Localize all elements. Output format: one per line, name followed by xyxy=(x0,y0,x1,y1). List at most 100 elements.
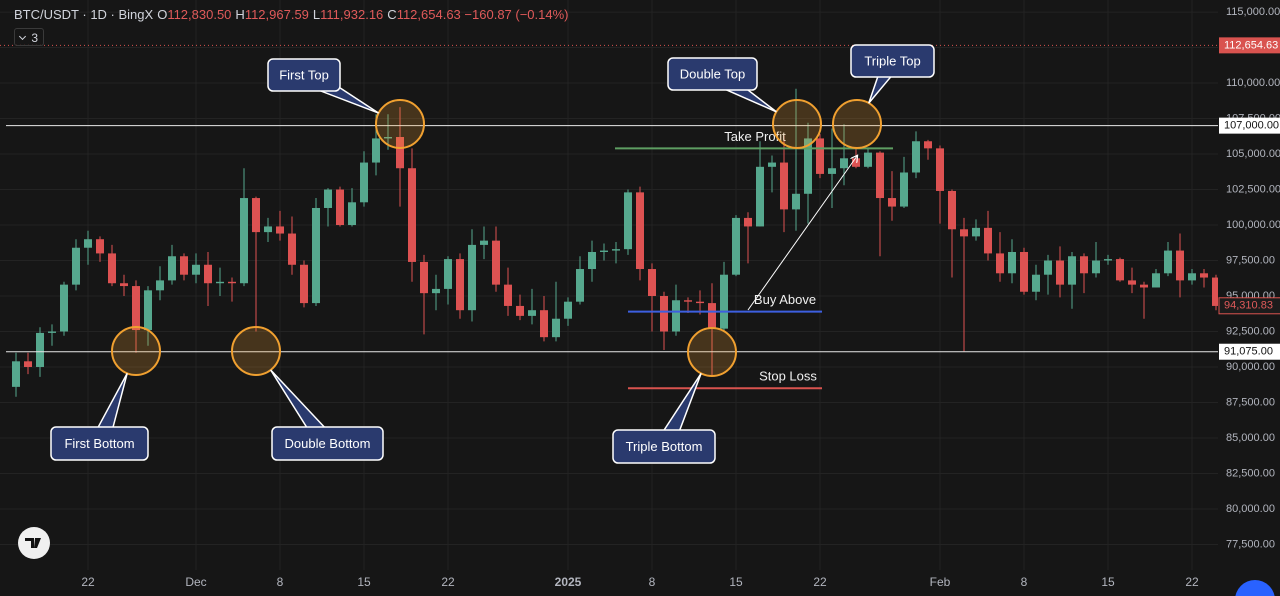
candle-body xyxy=(1104,259,1112,261)
candle-body xyxy=(600,250,608,252)
y-tick-label: 80,000.00 xyxy=(1226,503,1275,515)
y-tick-label: 115,000.00 xyxy=(1226,6,1280,18)
y-tick-label: 100,000.00 xyxy=(1226,219,1280,231)
candle-body xyxy=(1092,260,1100,274)
candle-body xyxy=(1200,273,1208,278)
candle-body xyxy=(204,264,212,284)
candle-body xyxy=(972,227,980,237)
ohlc-key: L xyxy=(312,7,321,22)
candle-body xyxy=(744,217,752,227)
callout-label: Double Top xyxy=(680,66,746,81)
candle-body xyxy=(516,305,524,316)
callout-label: First Top xyxy=(279,67,329,82)
candle-body xyxy=(1008,251,1016,274)
candle-body xyxy=(408,168,416,262)
y-tick-label: 77,500.00 xyxy=(1226,538,1275,550)
candle-body xyxy=(816,138,824,174)
candle-body xyxy=(948,190,956,230)
candle-body xyxy=(864,152,872,167)
x-tick-label: 15 xyxy=(1101,575,1115,589)
x-tick-label: 22 xyxy=(1185,575,1199,589)
x-tick-label: 22 xyxy=(813,575,827,589)
highlight-circle xyxy=(231,326,281,376)
highlight-circle xyxy=(772,99,822,149)
candle-body xyxy=(348,202,356,226)
candle-body xyxy=(828,168,836,174)
x-tick-label: Feb xyxy=(930,575,951,589)
candle-body xyxy=(288,233,296,265)
candle-body xyxy=(12,361,20,387)
callout-label: Triple Bottom xyxy=(626,439,703,454)
candle-body xyxy=(396,136,404,169)
change: −160.87 (−0.14%) xyxy=(464,7,569,22)
candle-body xyxy=(48,331,56,333)
candle-body xyxy=(1020,251,1028,292)
ohlc-key: C xyxy=(387,7,397,22)
candle-body xyxy=(276,226,284,234)
candle-body xyxy=(1140,284,1148,288)
price-badge-label: 112,654.63 xyxy=(1224,39,1278,51)
candle-body xyxy=(912,141,920,173)
highlight-circle xyxy=(111,326,161,376)
candle-body xyxy=(840,158,848,169)
x-tick-label: 8 xyxy=(649,575,656,589)
candle-body xyxy=(1068,256,1076,285)
candle-body xyxy=(1056,260,1064,285)
candle-body xyxy=(480,240,488,245)
ohlc-value: 111,932.16 xyxy=(320,7,384,22)
candle-body xyxy=(240,198,248,284)
candle-body xyxy=(156,280,164,291)
candle-body xyxy=(696,301,704,304)
fab-button[interactable] xyxy=(1235,580,1275,596)
candle-body xyxy=(336,189,344,226)
candle-body xyxy=(552,318,560,338)
ohlc-value: 112,654.63 xyxy=(396,7,461,22)
ohlc-key: O xyxy=(157,7,168,22)
logo-mark xyxy=(25,538,41,548)
callout-box xyxy=(271,426,384,461)
candle-body xyxy=(900,172,908,207)
y-tick-label: 97,500.00 xyxy=(1226,254,1275,266)
candle-body xyxy=(876,152,884,199)
candle-body xyxy=(852,158,860,167)
candle-body xyxy=(564,301,572,319)
candle-body xyxy=(1164,250,1172,274)
candle-body xyxy=(300,264,308,304)
arrow xyxy=(747,156,857,311)
candle-body xyxy=(144,290,152,331)
candle-body xyxy=(108,253,116,284)
callout-box xyxy=(667,57,758,91)
candle-body xyxy=(456,259,464,311)
candle-body xyxy=(960,229,968,237)
highlight-circle xyxy=(687,327,737,377)
candle-body xyxy=(1212,277,1220,306)
price-badge-label: 94,310.83 xyxy=(1224,300,1273,312)
candle-body xyxy=(804,138,812,194)
candle-body xyxy=(1128,280,1136,285)
trade-line-label: Stop Loss xyxy=(759,369,817,384)
candle-body xyxy=(24,361,32,367)
y-tick-label: 102,500.00 xyxy=(1226,183,1280,195)
candle-body xyxy=(732,217,740,275)
callout-box xyxy=(50,426,149,461)
time-axis xyxy=(0,570,1280,596)
price-badge xyxy=(1218,297,1280,315)
indicator-toggle[interactable]: 3 xyxy=(14,28,44,46)
candle-body xyxy=(420,261,428,294)
candle-body xyxy=(312,207,320,304)
candle-body xyxy=(168,256,176,281)
candle-body xyxy=(468,244,476,311)
x-tick-label: 22 xyxy=(441,575,455,589)
candle-body xyxy=(96,239,104,254)
candle-body xyxy=(708,303,716,329)
candle-body xyxy=(588,251,596,270)
candle-body xyxy=(660,296,668,332)
candle-body xyxy=(1080,256,1088,274)
highlight-circle xyxy=(832,99,882,149)
candle-body xyxy=(432,288,440,294)
y-tick-label: 92,500.00 xyxy=(1226,325,1275,337)
candle-body xyxy=(384,136,392,139)
candle-body xyxy=(984,227,992,254)
candle-body xyxy=(36,332,44,367)
price-badge-label: 107,000.00 xyxy=(1224,120,1279,132)
